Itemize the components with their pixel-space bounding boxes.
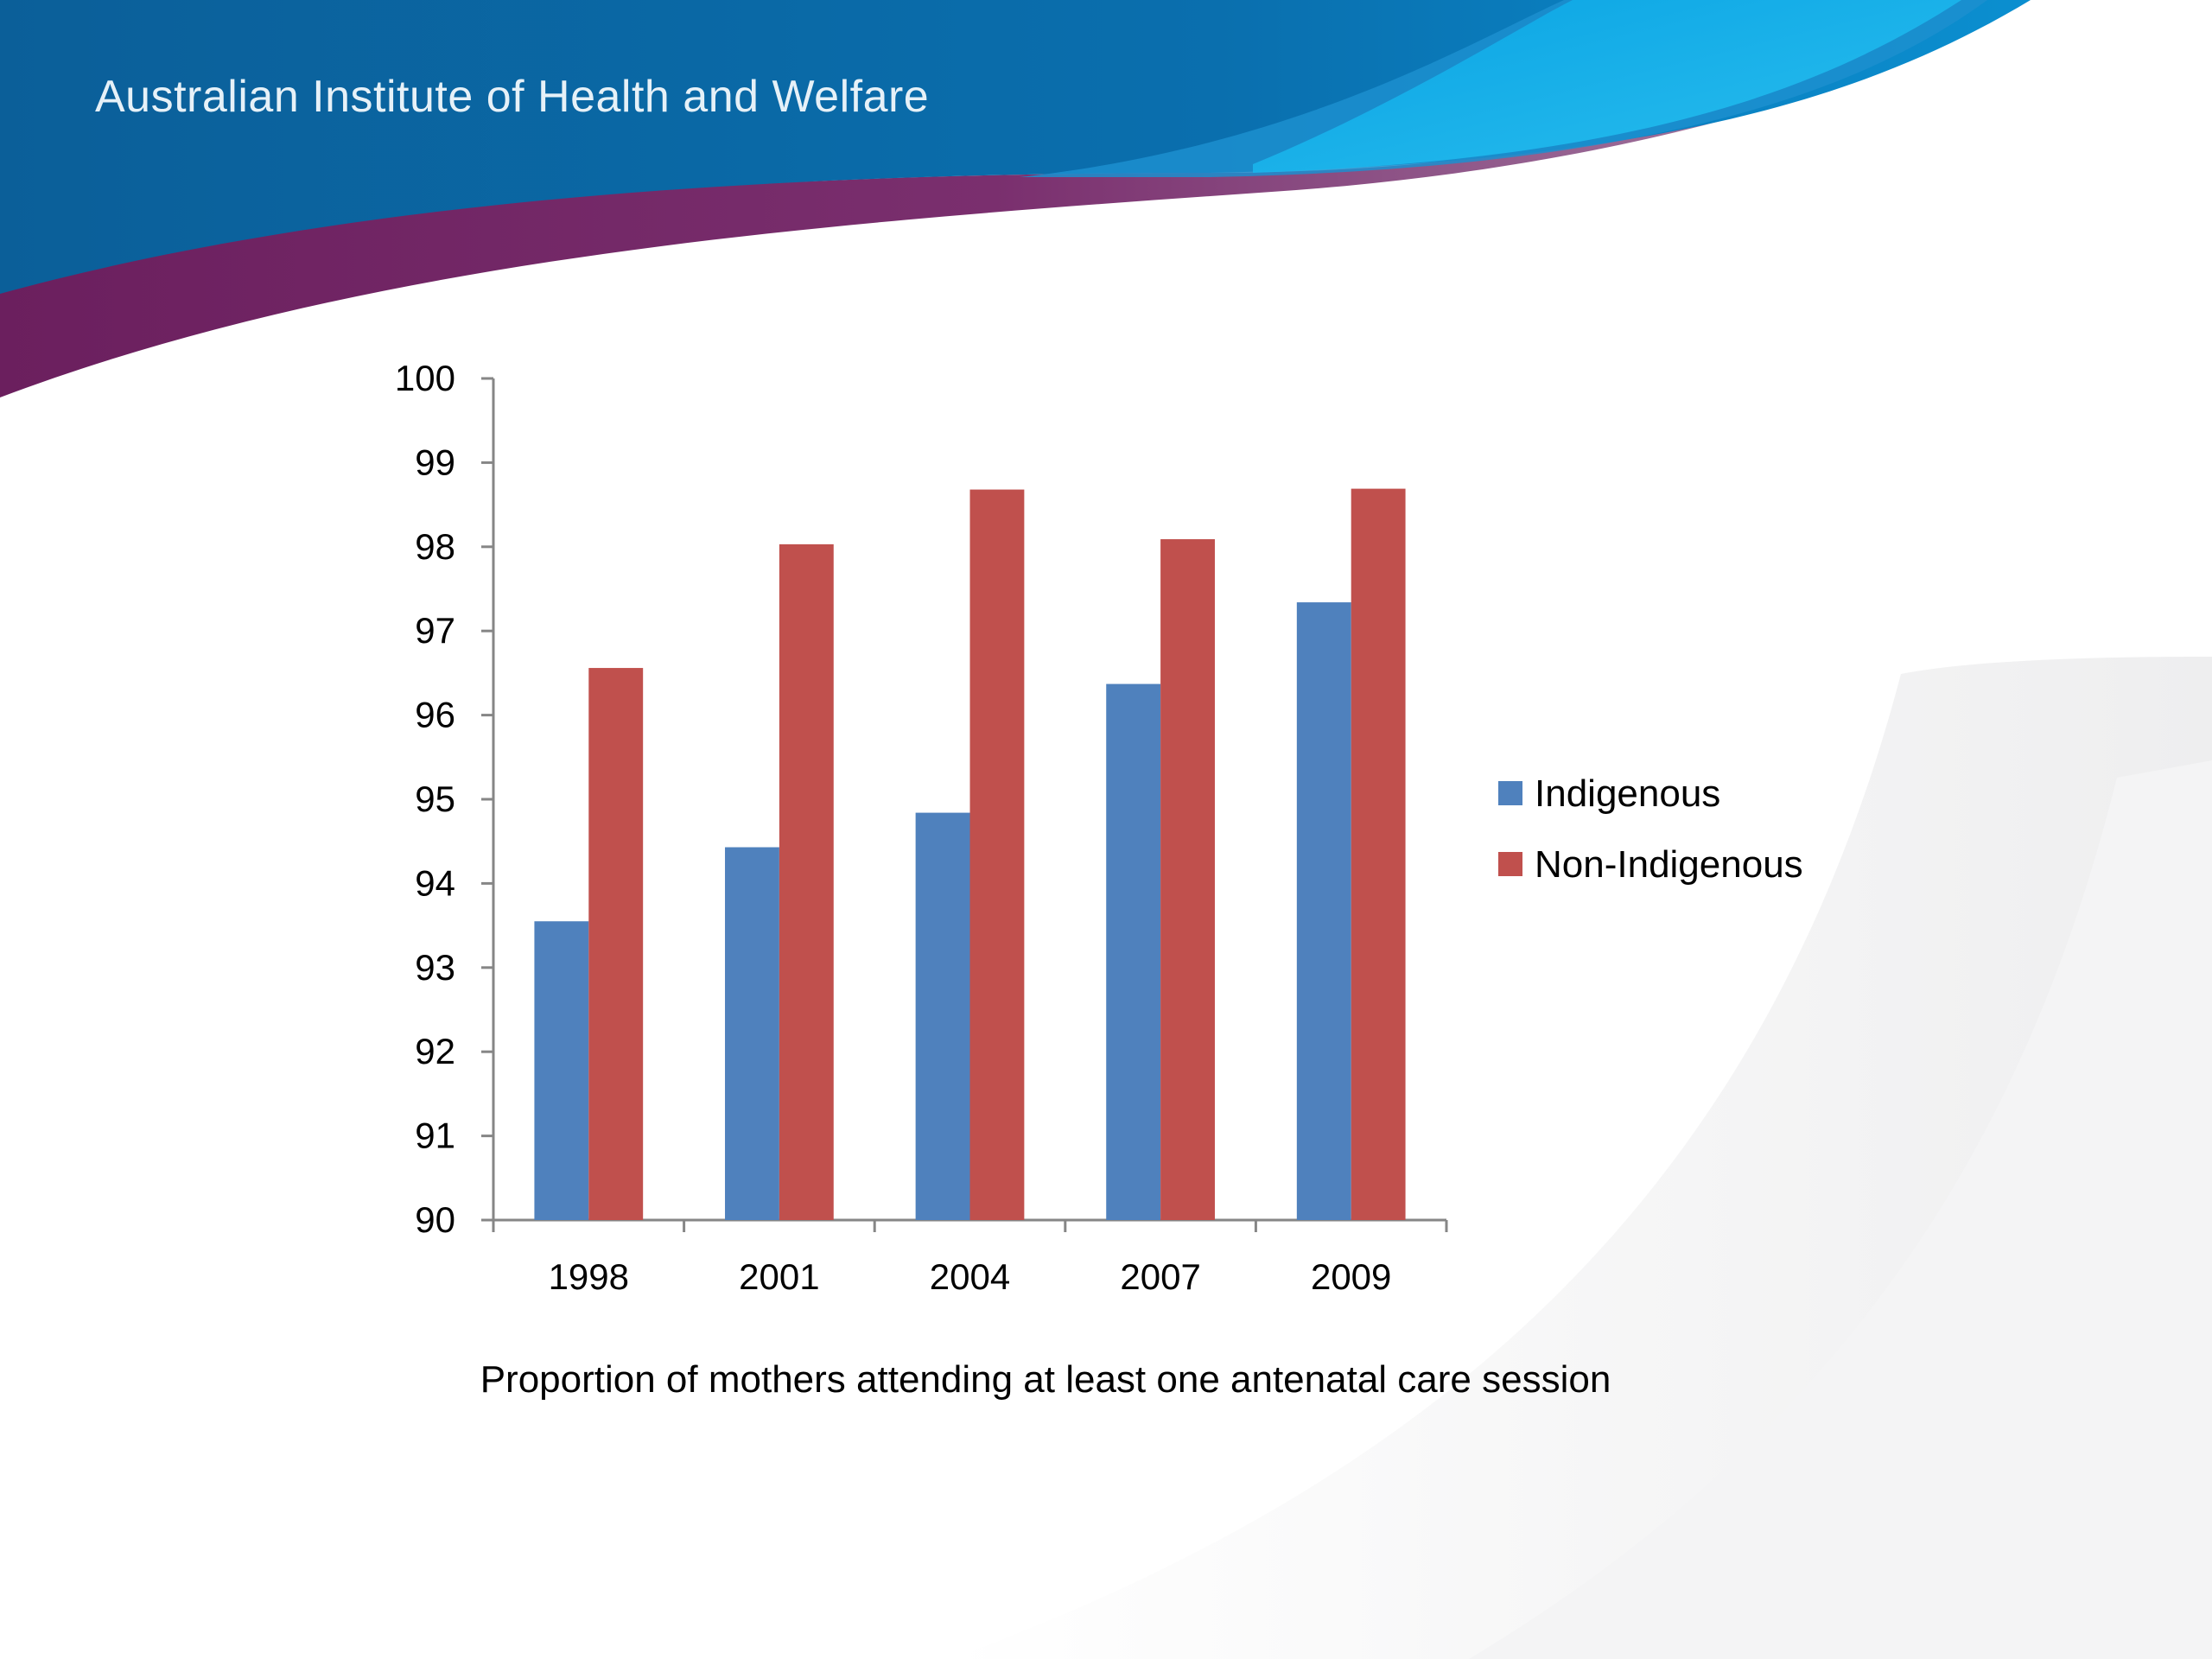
- y-tick-label: 90: [415, 1199, 455, 1240]
- legend-label-non-indigenous: Non-Indigenous: [1535, 843, 1803, 886]
- x-tick-label: 2009: [1311, 1256, 1391, 1297]
- legend-swatch-indigenous: [1498, 781, 1522, 805]
- bar-non-indigenous-2001: [779, 543, 834, 1220]
- legend: Indigenous Non-Indigenous: [1498, 772, 1803, 886]
- x-tick-label: 2004: [930, 1256, 1010, 1297]
- y-tick-label: 100: [395, 358, 455, 398]
- bar-non-indigenous-2007: [1160, 539, 1215, 1220]
- bar-non-indigenous-2009: [1351, 488, 1406, 1220]
- x-axis-caption: Proportion of mothers attending at least…: [480, 1358, 1611, 1401]
- legend-swatch-non-indigenous: [1498, 852, 1522, 876]
- y-tick-label: 95: [415, 779, 455, 819]
- bar-indigenous-2001: [725, 847, 779, 1220]
- bar-indigenous-2009: [1296, 602, 1351, 1220]
- x-tick-label: 2001: [739, 1256, 819, 1297]
- x-tick-label: 1998: [549, 1256, 629, 1297]
- bar-indigenous-2007: [1106, 683, 1161, 1220]
- bar-indigenous-2004: [915, 812, 970, 1220]
- y-tick-label: 99: [415, 442, 455, 482]
- header-title: Australian Institute of Health and Welfa…: [95, 72, 930, 122]
- bar-non-indigenous-2004: [969, 489, 1025, 1220]
- legend-label-indigenous: Indigenous: [1535, 772, 1720, 815]
- y-tick-label: 91: [415, 1116, 455, 1156]
- y-tick-label: 97: [415, 610, 455, 651]
- bar-non-indigenous-1998: [588, 668, 644, 1220]
- y-tick-label: 94: [415, 862, 455, 903]
- x-tick-label: 2007: [1120, 1256, 1200, 1297]
- y-tick-label: 98: [415, 526, 455, 567]
- y-tick-label: 92: [415, 1031, 455, 1071]
- bar-indigenous-1998: [534, 921, 589, 1220]
- bar-layer: [534, 488, 1406, 1220]
- axis-layer: 90 91 92 93 94 95 96 97 98 99 100 1998 2001 2004 2007 2…: [395, 358, 1448, 1297]
- y-tick-label: 96: [415, 695, 455, 735]
- y-tick-label: 93: [415, 947, 455, 988]
